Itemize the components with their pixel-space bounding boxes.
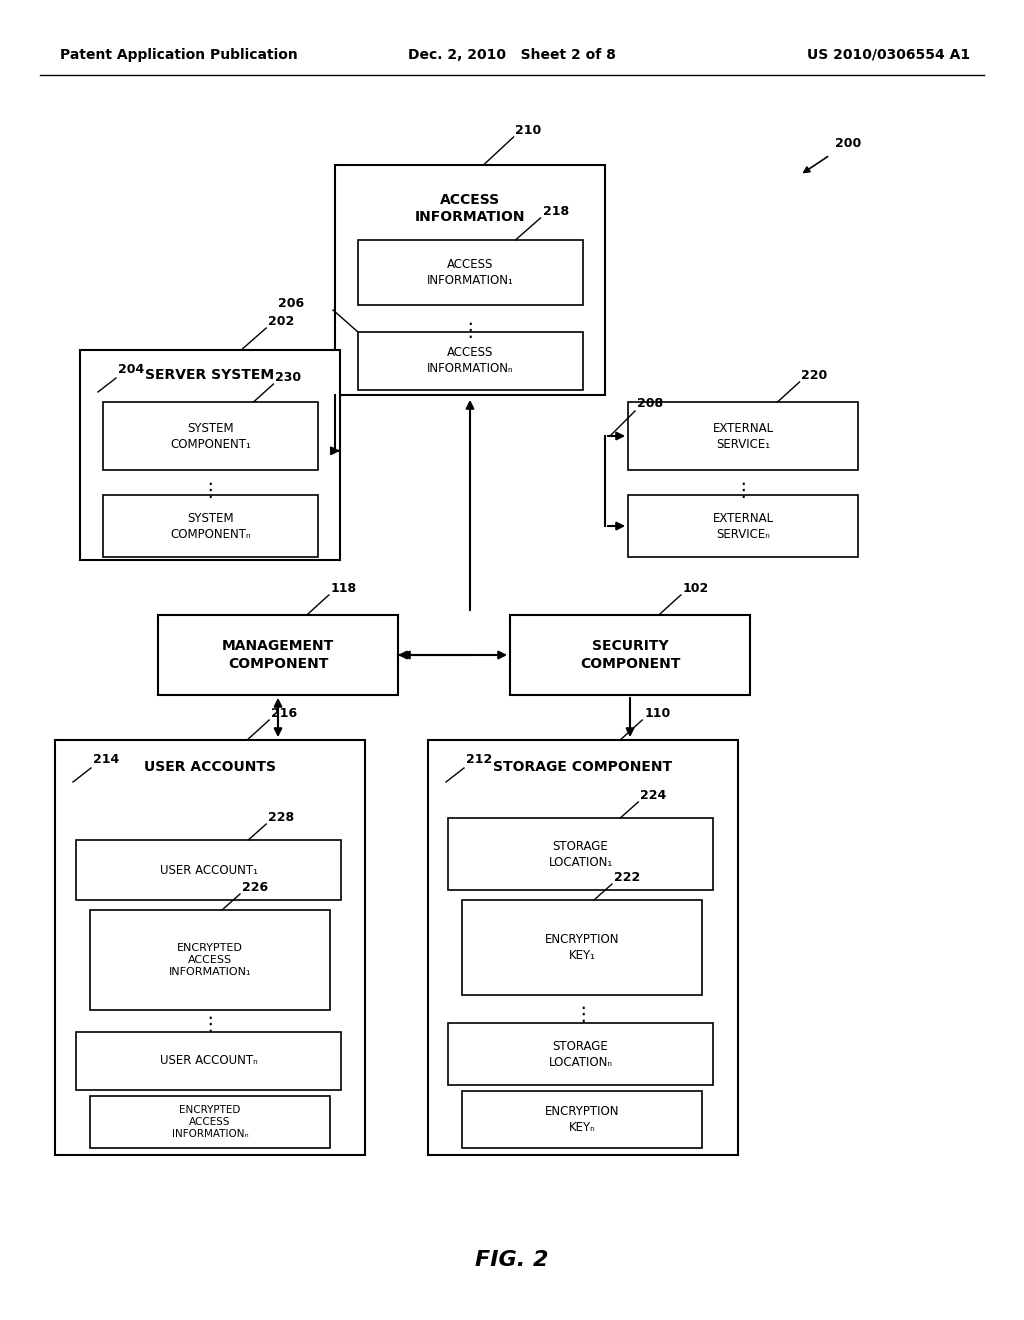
Text: ENCRYPTION
KEY₁: ENCRYPTION KEY₁	[545, 933, 620, 962]
Text: 102: 102	[683, 582, 709, 595]
Text: US 2010/0306554 A1: US 2010/0306554 A1	[807, 48, 970, 62]
Bar	[628, 403, 858, 470]
Bar	[103, 495, 318, 557]
Text: ⋮: ⋮	[460, 321, 480, 339]
Text: ACCESS
INFORMATION: ACCESS INFORMATION	[415, 193, 525, 224]
Text: SERVER SYSTEM: SERVER SYSTEM	[145, 368, 274, 381]
Text: STORAGE
LOCATIONₙ: STORAGE LOCATIONₙ	[549, 1040, 612, 1068]
Text: ACCESS
INFORMATIONₙ: ACCESS INFORMATIONₙ	[427, 346, 514, 375]
Text: 224: 224	[640, 789, 667, 803]
Text: Patent Application Publication: Patent Application Publication	[60, 48, 298, 62]
Bar	[76, 1032, 341, 1090]
Bar	[358, 333, 583, 389]
Bar	[628, 495, 858, 557]
Text: ENCRYPTED
ACCESS
INFORMATIONₙ: ENCRYPTED ACCESS INFORMATIONₙ	[172, 1105, 248, 1139]
Text: 212: 212	[466, 752, 493, 766]
Text: 214: 214	[93, 752, 119, 766]
Text: ⋮: ⋮	[733, 480, 753, 499]
Bar	[55, 741, 365, 1155]
Text: 218: 218	[543, 205, 568, 218]
Text: ENCRYPTION
KEYₙ: ENCRYPTION KEYₙ	[545, 1105, 620, 1134]
Text: ACCESS
INFORMATION₁: ACCESS INFORMATION₁	[427, 257, 514, 286]
Text: USER ACCOUNTₙ: USER ACCOUNTₙ	[160, 1055, 257, 1068]
Text: STORAGE COMPONENT: STORAGE COMPONENT	[494, 760, 673, 774]
Text: Dec. 2, 2010   Sheet 2 of 8: Dec. 2, 2010 Sheet 2 of 8	[408, 48, 616, 62]
Bar	[158, 615, 398, 696]
Bar	[90, 909, 330, 1010]
Text: 226: 226	[242, 880, 268, 894]
Text: 222: 222	[614, 871, 640, 884]
Text: USER ACCOUNT₁: USER ACCOUNT₁	[160, 863, 257, 876]
Text: 118: 118	[331, 582, 357, 595]
Text: 206: 206	[278, 297, 304, 310]
Text: SYSTEM
COMPONENTₙ: SYSTEM COMPONENTₙ	[170, 511, 251, 540]
Text: 208: 208	[637, 397, 664, 411]
Text: 204: 204	[118, 363, 144, 376]
Text: 110: 110	[644, 708, 671, 719]
Text: MANAGEMENT
COMPONENT: MANAGEMENT COMPONENT	[222, 639, 334, 671]
Bar	[428, 741, 738, 1155]
Text: 216: 216	[271, 708, 297, 719]
Text: 228: 228	[268, 810, 294, 824]
Bar	[80, 350, 340, 560]
Bar	[76, 840, 341, 900]
Text: STORAGE
LOCATION₁: STORAGE LOCATION₁	[549, 840, 612, 869]
Text: SYSTEM
COMPONENT₁: SYSTEM COMPONENT₁	[170, 421, 251, 450]
Text: EXTERNAL
SERVICE₁: EXTERNAL SERVICE₁	[713, 421, 773, 450]
Bar	[449, 1023, 713, 1085]
Bar	[103, 403, 318, 470]
Text: USER ACCOUNTS: USER ACCOUNTS	[144, 760, 276, 774]
Bar	[462, 1092, 702, 1148]
Text: 202: 202	[268, 315, 295, 327]
Text: ENCRYPTED
ACCESS
INFORMATION₁: ENCRYPTED ACCESS INFORMATION₁	[169, 942, 251, 977]
Bar	[462, 900, 702, 995]
Bar	[449, 818, 713, 890]
Bar	[510, 615, 750, 696]
Text: ⋮: ⋮	[573, 1006, 593, 1024]
Text: 200: 200	[835, 137, 861, 150]
Text: ⋮: ⋮	[201, 480, 220, 499]
Text: SECURITY
COMPONENT: SECURITY COMPONENT	[580, 639, 680, 671]
Text: 210: 210	[515, 124, 542, 137]
Text: 220: 220	[802, 370, 827, 381]
Text: EXTERNAL
SERVICEₙ: EXTERNAL SERVICEₙ	[713, 511, 773, 540]
Text: 230: 230	[275, 371, 302, 384]
Bar	[358, 240, 583, 305]
Text: ⋮: ⋮	[201, 1015, 220, 1035]
Bar	[335, 165, 605, 395]
Text: FIG. 2: FIG. 2	[475, 1250, 549, 1270]
Bar	[90, 1096, 330, 1148]
